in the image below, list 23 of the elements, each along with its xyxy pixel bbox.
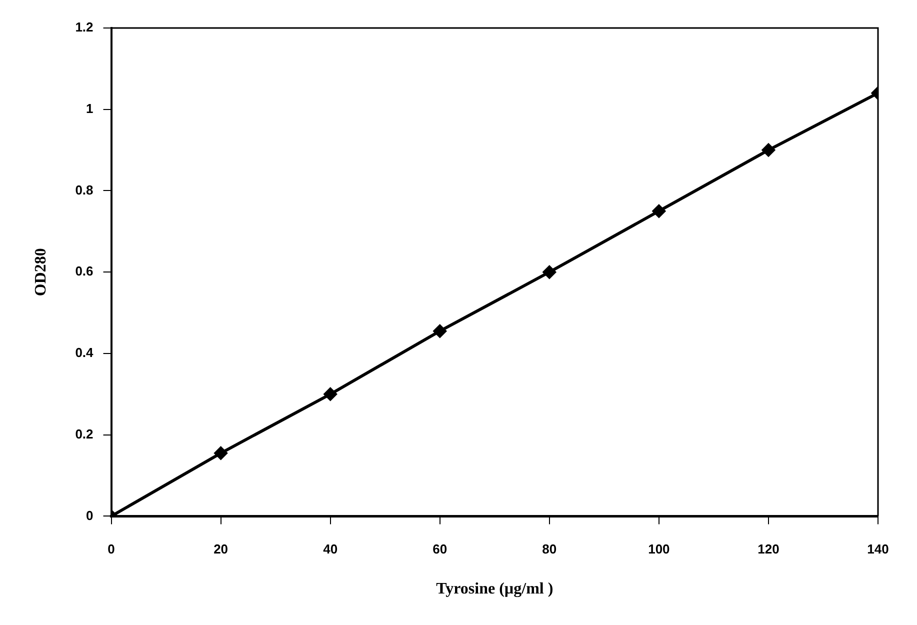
y-tick-label: 0 xyxy=(86,508,94,523)
y-tick-label: 1 xyxy=(86,100,94,116)
x-axis-title: Tyrosine (µg/ml ) xyxy=(436,580,554,598)
point xyxy=(652,204,666,218)
y-tick-label: 1.2 xyxy=(75,20,94,35)
y-tick-label: 0.2 xyxy=(75,426,94,442)
x-tick-label: 140 xyxy=(867,542,889,557)
y-tick-label: 0.8 xyxy=(75,182,94,198)
point xyxy=(542,266,556,279)
x-tick-label: 60 xyxy=(432,542,448,557)
y-axis-title: OD280 xyxy=(32,248,50,296)
x-tick-label: 40 xyxy=(323,542,338,557)
x-tick-label: 100 xyxy=(648,542,670,557)
x-tick-label: 80 xyxy=(542,542,557,557)
point xyxy=(324,388,337,401)
y-tick-label: 0.4 xyxy=(75,345,94,360)
point xyxy=(433,324,446,338)
x-tick-label: 0 xyxy=(108,542,115,557)
y-tick-label: 0.6 xyxy=(75,264,94,279)
point xyxy=(762,144,775,157)
point xyxy=(214,446,228,460)
x-tick-label: 120 xyxy=(758,542,780,557)
x-tick-label: 20 xyxy=(214,542,228,557)
